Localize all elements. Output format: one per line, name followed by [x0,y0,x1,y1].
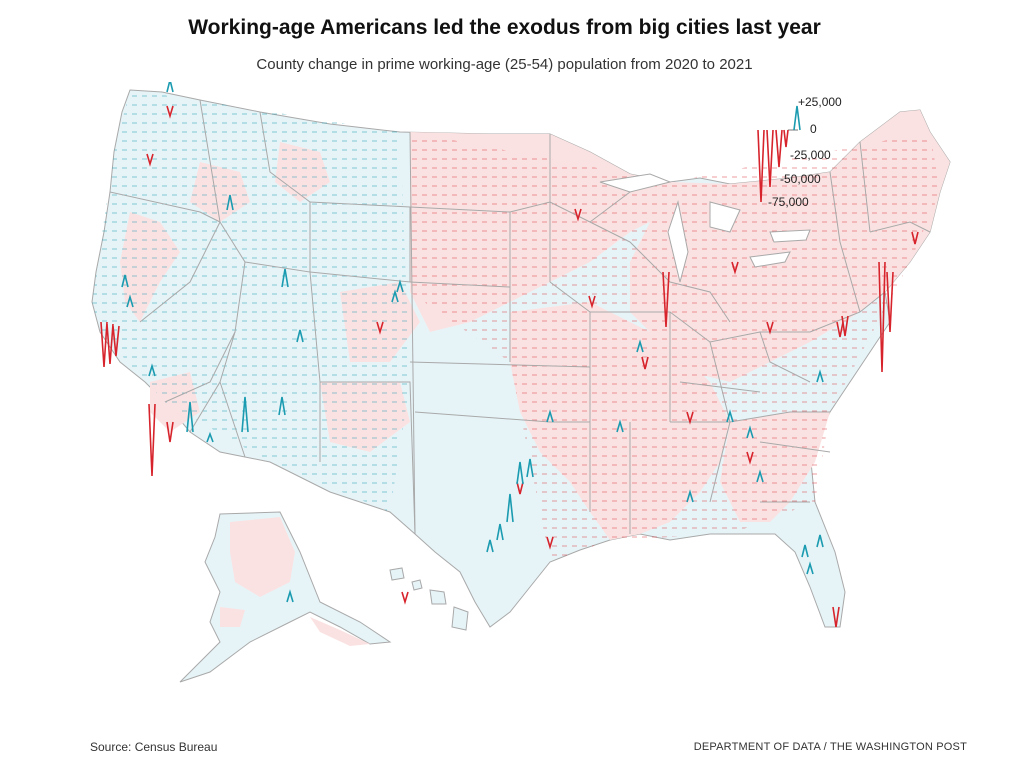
loss-spike [886,271,894,333]
gain-spike [226,194,234,211]
loss-spike [662,271,670,328]
gain-spike [686,489,694,503]
legend-label-minus50k: -50,000 [780,172,821,186]
legend-loss-spike-25k [775,129,783,168]
legend-label-zero: 0 [810,122,817,136]
gain-spike [241,396,249,433]
county-spikes [100,79,919,628]
legend-loss-spike-75k [757,129,765,203]
loss-spike [146,153,154,167]
gain-spike [526,458,534,478]
gain-spike [391,289,399,303]
loss-spike [376,321,384,335]
us-county-map [70,79,970,702]
gain-spike [121,274,129,288]
map-title: Working-age Americans led the exodus fro… [188,16,821,39]
source-note: Source: Census Bureau [90,740,218,754]
hawaii-shape [389,567,469,631]
spike-legend: +25,000 0 -25,000 -50,000 -75,000 [750,92,870,212]
loss-spike [746,451,754,465]
gain-spike [816,534,824,548]
loss-spike [166,105,174,119]
gain-spike [486,539,494,553]
gain-spike [286,589,294,603]
loss-spike [641,356,649,370]
gain-spike [806,561,814,575]
gain-spike [546,409,554,423]
legend-gain-spike [793,105,801,131]
gain-spike [186,401,194,433]
loss-spike [166,421,174,443]
map-subtitle: County change in prime working-age (25-5… [256,56,753,73]
loss-spike [878,261,886,373]
great-lakes [599,173,811,283]
loss-spike [148,403,156,477]
loss-spike [112,325,120,357]
gain-spike [756,469,764,483]
gain-spike [296,329,304,343]
gain-spike [166,79,174,93]
legend-label-minus75k: -75,000 [768,195,809,209]
gain-spike [278,396,286,416]
state-borders [109,99,931,535]
gain-spike [726,409,734,423]
loss-spike [836,321,844,338]
gain-spike [636,339,644,353]
loss-spike [546,536,554,550]
gain-spike [801,544,809,558]
loss-spike [731,261,739,275]
legend-loss-spike-small [783,129,789,148]
legend-svg [757,105,801,203]
loss-spike [100,321,108,368]
loss-spike [766,321,774,335]
loss-spike [588,295,596,309]
map-svg [91,79,951,683]
loss-spike [574,208,582,222]
gain-spike [148,363,156,377]
gain-spike [396,279,404,293]
legend-label-plus25k: +25,000 [798,95,842,109]
gain-spike [516,461,524,485]
legend-label-minus25k: -25,000 [790,148,831,162]
loss-spike [401,591,409,605]
gain-spike [206,431,214,443]
loss-spike [832,606,840,628]
credit-line: DEPARTMENT OF DATA / THE WASHINGTON POST [693,741,967,753]
loss-spike [911,231,919,245]
gain-spike [616,419,624,433]
gain-spike [746,425,754,439]
loss-spike [516,481,524,495]
legend-loss-spike-50k [766,129,774,188]
gain-spike [816,369,824,383]
loss-spike [106,323,114,365]
gain-spike [506,493,514,523]
gain-spike [496,523,504,541]
loss-spike [686,411,694,425]
gain-spike [281,268,289,288]
gain-spike [126,294,134,308]
